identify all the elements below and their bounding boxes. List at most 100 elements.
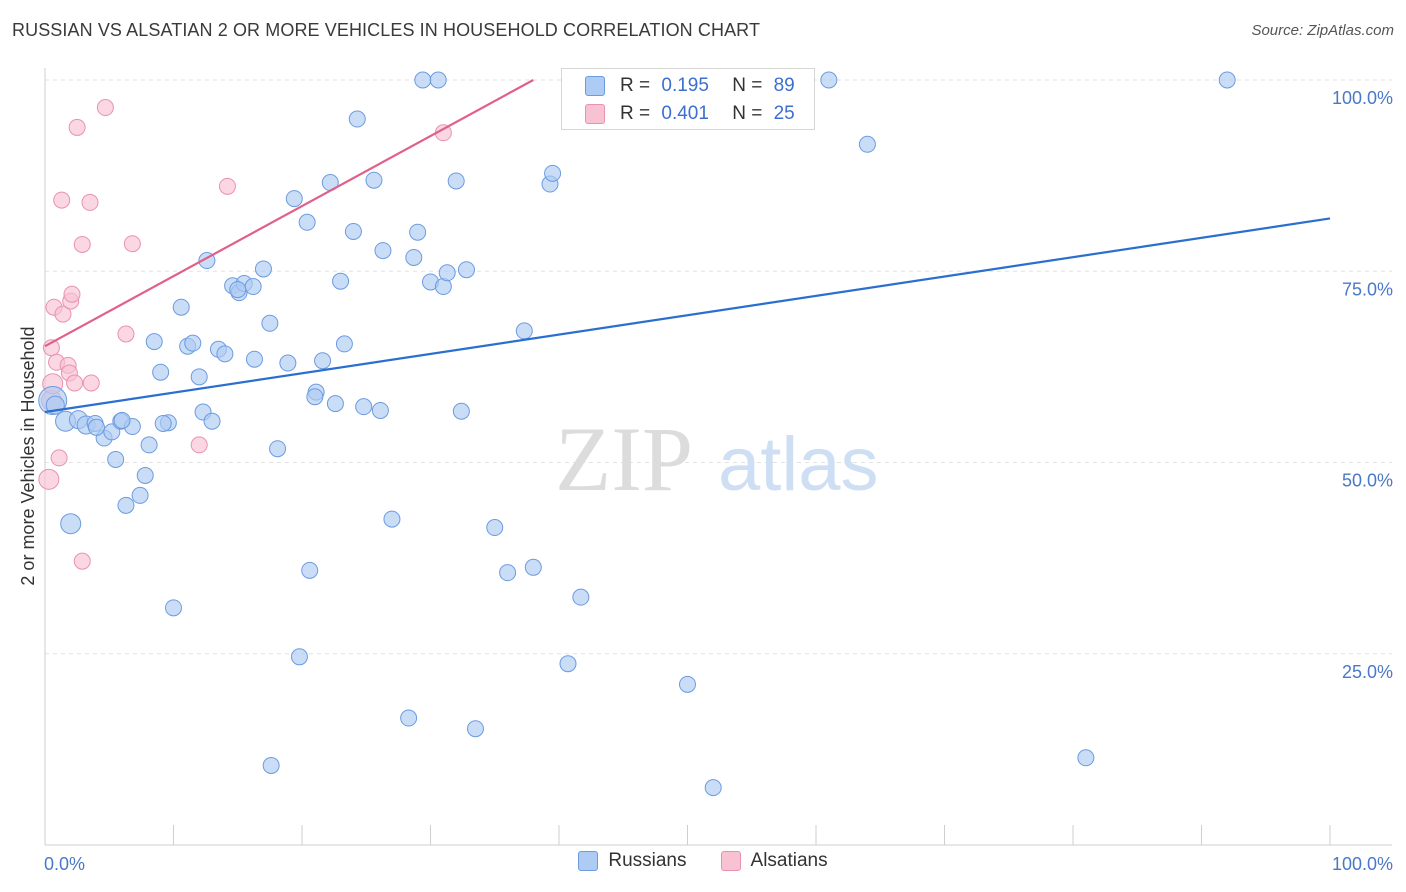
alsatians-point bbox=[218, 177, 236, 195]
russians-point bbox=[820, 71, 838, 89]
russians-point bbox=[332, 272, 350, 290]
russians-point bbox=[544, 164, 562, 182]
russians-trend-line bbox=[44, 217, 1331, 414]
russians-point bbox=[572, 588, 590, 606]
r-label: R = bbox=[620, 75, 651, 96]
russians-point bbox=[216, 345, 234, 363]
russians-point bbox=[400, 709, 418, 727]
russians-point bbox=[452, 402, 470, 420]
russians-point bbox=[244, 278, 262, 296]
russians-point bbox=[447, 172, 465, 190]
alsatians-point bbox=[66, 374, 84, 392]
russians-point bbox=[344, 222, 362, 240]
r-value: 0.195 bbox=[661, 75, 709, 96]
alsatians-point bbox=[96, 99, 114, 117]
russians-point bbox=[499, 564, 517, 582]
alsatians-point bbox=[68, 118, 86, 136]
x-tick-label: 100.0% bbox=[1332, 854, 1393, 874]
alsatians-point bbox=[82, 374, 100, 392]
russians-point bbox=[457, 261, 475, 279]
alsatians-point bbox=[81, 193, 99, 211]
russians-point bbox=[152, 363, 170, 381]
russians-point bbox=[261, 314, 279, 332]
legend-item-russians[interactable]: Russians bbox=[578, 850, 687, 872]
axes bbox=[44, 68, 1392, 846]
alsatians-point bbox=[73, 552, 91, 570]
tick-labels: 25.0% 50.0% 75.0% 100.0% 0.0% 100.0% bbox=[44, 88, 1393, 874]
n-value: 89 bbox=[773, 75, 795, 96]
russians-point bbox=[326, 395, 344, 413]
alsatians-legend-swatch bbox=[720, 851, 741, 871]
russians-point bbox=[254, 260, 272, 278]
russians-point bbox=[285, 190, 303, 208]
russians-point bbox=[314, 352, 332, 370]
n-value: 25 bbox=[773, 103, 795, 124]
russians-point bbox=[107, 450, 125, 468]
correlation-legend: R = 0.195 N = 89 R = 0.401 N = 25 bbox=[561, 68, 815, 130]
russians-point bbox=[858, 135, 876, 153]
russians-point bbox=[60, 513, 82, 535]
alsatians-point bbox=[63, 285, 81, 303]
russians-point bbox=[335, 335, 353, 353]
alsatians-point bbox=[38, 468, 60, 490]
russians-point bbox=[203, 412, 221, 430]
russians-point bbox=[1077, 749, 1095, 767]
source-label: Source: ZipAtlas.com bbox=[1251, 22, 1394, 39]
russians-point bbox=[245, 350, 263, 368]
russians-point bbox=[145, 333, 163, 351]
alsatians-point bbox=[73, 235, 91, 253]
russians-point bbox=[559, 655, 577, 673]
russians-point bbox=[87, 418, 105, 436]
russians-point bbox=[383, 510, 401, 528]
russians-point bbox=[355, 398, 373, 416]
alsatians-legend-label: Alsatians bbox=[750, 850, 828, 871]
y-axis-label: 2 or more Vehicles in Household bbox=[18, 326, 38, 585]
russians-point bbox=[414, 71, 432, 89]
russians-point bbox=[298, 213, 316, 231]
russians-point bbox=[301, 561, 319, 579]
gridlines bbox=[45, 79, 1392, 655]
russians-point bbox=[113, 411, 131, 429]
russians-point bbox=[290, 648, 308, 666]
russians-swatch bbox=[585, 76, 605, 96]
r-label: R = bbox=[620, 103, 651, 124]
russians-point bbox=[117, 496, 135, 514]
russians-point bbox=[371, 401, 389, 419]
russians-point bbox=[486, 519, 504, 537]
y-tick-label: 75.0% bbox=[1342, 279, 1393, 299]
watermark-atlas: atlas bbox=[718, 422, 879, 507]
alsatians-point bbox=[123, 235, 141, 253]
russians-point bbox=[1218, 71, 1236, 89]
y-tick-label: 50.0% bbox=[1342, 471, 1393, 491]
russians-point bbox=[269, 440, 287, 458]
n-label: N = bbox=[732, 75, 763, 96]
russians-point bbox=[165, 599, 182, 617]
russians-point bbox=[409, 223, 427, 241]
alsatians-point bbox=[53, 191, 71, 209]
russians-point bbox=[679, 675, 696, 693]
alsatians-point bbox=[117, 325, 135, 343]
russians-point bbox=[374, 242, 392, 260]
russians-point bbox=[704, 779, 722, 797]
russians-point bbox=[429, 71, 447, 89]
alsatians-trend-line bbox=[44, 79, 534, 348]
alsatians-point bbox=[54, 305, 72, 323]
chart-title: RUSSIAN VS ALSATIAN 2 OR MORE VEHICLES I… bbox=[12, 20, 761, 40]
russians-point bbox=[172, 298, 190, 316]
watermark-zip: ZIP bbox=[555, 408, 693, 510]
russians-point bbox=[131, 486, 149, 504]
russians-legend-swatch bbox=[578, 851, 599, 871]
n-label: N = bbox=[732, 103, 763, 124]
alsatians-points bbox=[38, 99, 452, 570]
alsatians-point bbox=[50, 449, 68, 467]
russians-point bbox=[184, 334, 202, 352]
alsatians-point bbox=[190, 436, 208, 454]
alsatians-swatch bbox=[585, 104, 605, 124]
russians-point bbox=[279, 354, 297, 372]
legend-item-alsatians[interactable]: Alsatians bbox=[720, 850, 828, 872]
russians-point bbox=[190, 368, 208, 386]
r-value: 0.401 bbox=[661, 103, 709, 124]
russians-point bbox=[466, 720, 484, 738]
russians-point bbox=[140, 436, 158, 454]
russians-point bbox=[348, 110, 366, 128]
